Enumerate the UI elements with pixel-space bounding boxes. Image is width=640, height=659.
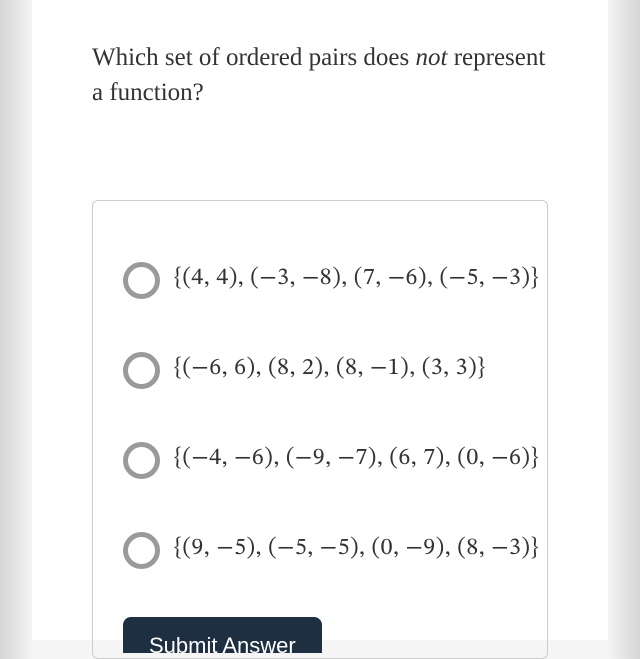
options-container: {(4, 4), (−3, −8), (7, −6), (−5, −3)} {(… — [92, 200, 548, 659]
radio-icon[interactable] — [123, 442, 160, 479]
option-4-text: {(9, −5), (−5, −5), (0, −9), (8, −3)} — [174, 533, 539, 563]
option-1-text: {(4, 4), (−3, −8), (7, −6), (−5, −3)} — [174, 263, 539, 293]
option-3-text: {(−4, −6), (−9, −7), (6, 7), (0, −6)} — [174, 443, 539, 473]
option-2-text: {(−6, 6), (8, 2), (8, −1), (3, 3)} — [174, 353, 485, 383]
question-prefix: Which set of ordered pairs does — [92, 44, 416, 71]
option-1[interactable]: {(4, 4), (−3, −8), (7, −6), (−5, −3)} — [123, 257, 529, 299]
radio-icon[interactable] — [123, 352, 160, 389]
option-2[interactable]: {(−6, 6), (8, 2), (8, −1), (3, 3)} — [123, 347, 529, 389]
question-emph: not — [416, 44, 448, 71]
submit-button[interactable]: Submit Answer — [123, 617, 322, 653]
option-4[interactable]: {(9, −5), (−5, −5), (0, −9), (8, −3)} — [123, 527, 529, 569]
question-text: Which set of ordered pairs does not repr… — [92, 40, 548, 110]
page-card: Which set of ordered pairs does not repr… — [32, 0, 608, 640]
radio-icon[interactable] — [123, 262, 160, 299]
radio-icon[interactable] — [123, 532, 160, 569]
option-3[interactable]: {(−4, −6), (−9, −7), (6, 7), (0, −6)} — [123, 437, 529, 479]
